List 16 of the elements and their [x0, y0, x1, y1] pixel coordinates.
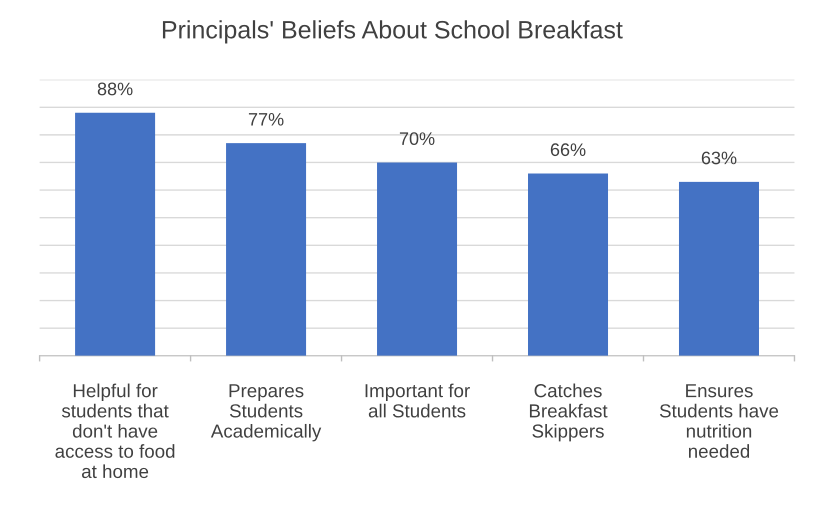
data-label: 88% [98, 82, 133, 96]
data-label: 63% [702, 152, 736, 164]
bar [377, 162, 458, 356]
x-tick-label: Important for all Students [366, 384, 470, 418]
x-tick-label: Catches Breakfast Skippers [530, 384, 608, 442]
x-tick-label: Ensures Students have nutrition needed [660, 384, 778, 458]
data-label: 66% [550, 143, 586, 156]
data-label: 77% [248, 112, 284, 126]
bar [75, 112, 156, 356]
bar [678, 182, 759, 356]
bar [226, 143, 306, 356]
data-label: 70% [400, 132, 434, 146]
x-tick-label: Prepares Students Academically [210, 384, 322, 442]
x-tick-label: Helpful for students that don't have access to food at home [55, 384, 174, 478]
chart-title: Principals' Beliefs About School Breakfast [162, 20, 623, 44]
bar [528, 174, 608, 356]
